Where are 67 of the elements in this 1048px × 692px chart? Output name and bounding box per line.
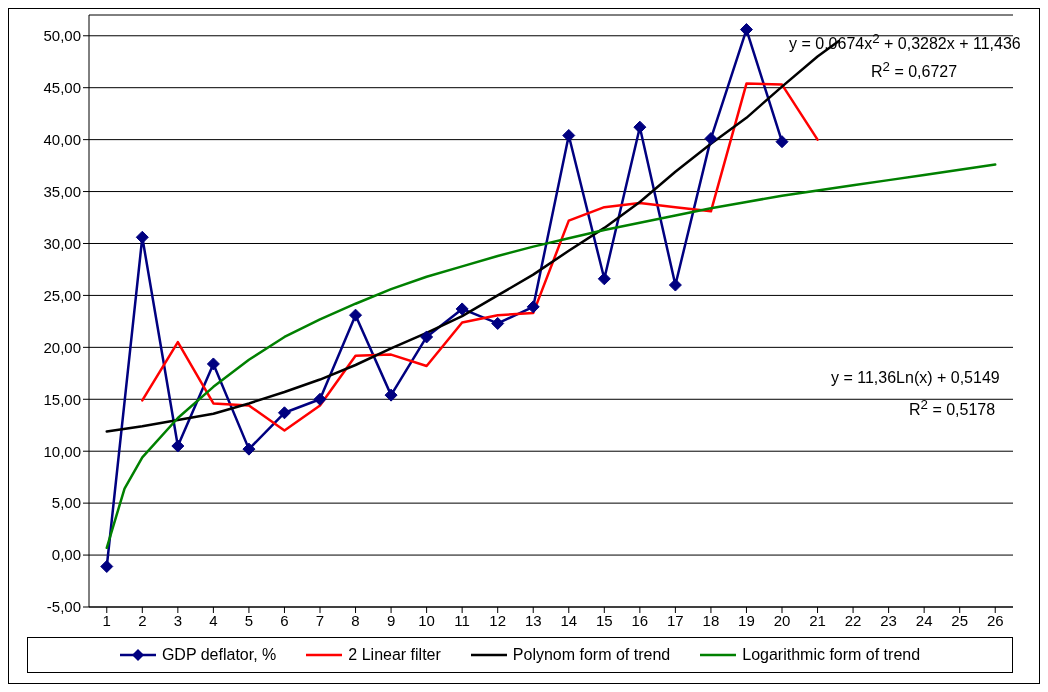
x-tick-label: 10	[418, 611, 435, 629]
x-tick-label: 15	[595, 611, 613, 629]
x-tick-label: 4	[209, 611, 218, 629]
y-tick-label: 30,00	[43, 234, 81, 252]
point	[277, 406, 291, 420]
x-tick-label: 23	[880, 611, 897, 629]
x-tick-label: 7	[315, 611, 325, 629]
y-tick-label: 10,00	[43, 442, 81, 460]
point	[455, 302, 469, 316]
x-tick-label: 9	[386, 611, 396, 629]
y-tick-label: 40,00	[43, 130, 81, 148]
y-tick-label: -5,00	[46, 598, 81, 616]
point	[313, 392, 327, 406]
point	[562, 128, 576, 142]
x-tick-label: 12	[489, 611, 507, 629]
point	[597, 272, 611, 286]
point	[420, 330, 434, 344]
x-tick-label: 17	[667, 611, 684, 629]
annotation: R$^{2}$ = 0,6727	[871, 59, 958, 82]
point	[242, 442, 256, 456]
line-series	[141, 82, 819, 432]
x-tick-label: 2	[138, 611, 147, 629]
x-tick-label: 3	[173, 611, 183, 629]
y-tick-label: 25,00	[43, 286, 81, 304]
x-tick-label: 22	[844, 611, 862, 629]
legend-label: 2 Linear filter	[348, 646, 441, 664]
point	[526, 300, 540, 314]
point	[739, 23, 753, 37]
x-tick-label: 11	[454, 611, 470, 629]
point	[171, 439, 185, 453]
y-tick-label: 50,00	[43, 27, 81, 45]
x-tick-label: 16	[631, 611, 649, 629]
x-tick-label: 5	[244, 611, 254, 629]
x-tick-label: 25	[951, 611, 969, 629]
point	[100, 559, 114, 573]
x-tick-label: 21	[809, 611, 826, 629]
y-tick-label: 20,00	[43, 338, 81, 356]
line-series	[105, 163, 997, 550]
x-tick-label: 14	[560, 611, 578, 629]
point	[633, 120, 647, 134]
y-tick-label: 0,00	[51, 546, 81, 564]
legend-label: Logarithmic form of trend	[742, 646, 921, 664]
y-tick-label: 5,00	[51, 494, 81, 512]
point	[491, 316, 505, 330]
x-tick-label: 26	[986, 611, 1004, 629]
annotation: y = 11,36Ln(x) + 0,5149	[831, 369, 1000, 387]
point	[384, 388, 398, 402]
x-tick-label: 24	[915, 611, 933, 629]
point	[206, 357, 220, 371]
y-tick-label: 45,00	[43, 79, 81, 97]
y-tick-label: 35,00	[43, 182, 81, 200]
y-tick-label: 15,00	[43, 390, 81, 408]
x-tick-label: 20	[773, 611, 791, 629]
x-tick-label: 8	[351, 611, 360, 629]
point	[775, 135, 789, 149]
annotation: R$^{2}$ = 0,5178	[909, 397, 996, 420]
point	[704, 132, 718, 146]
x-tick-label: 18	[702, 611, 720, 629]
point	[349, 308, 363, 322]
point	[668, 278, 682, 292]
x-tick-label: 19	[738, 611, 755, 629]
legend-label: Polynom form of trend	[512, 646, 671, 664]
x-tick-label: 13	[524, 611, 542, 629]
legend-label: GDP deflator, %	[161, 646, 277, 664]
x-tick-label: 6	[280, 611, 289, 629]
point	[135, 230, 149, 244]
x-tick-label: 1	[102, 611, 111, 629]
